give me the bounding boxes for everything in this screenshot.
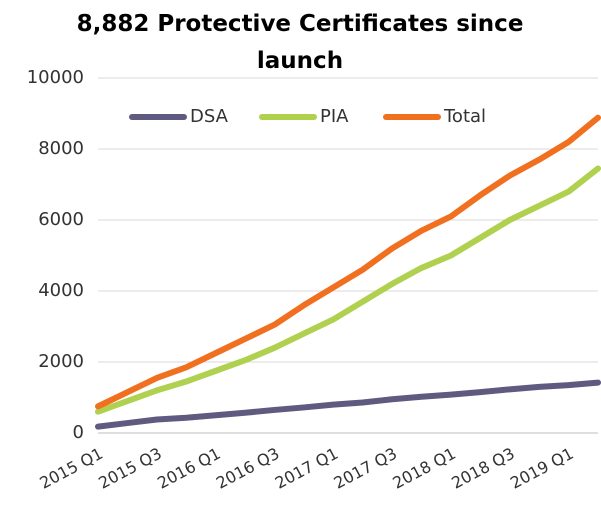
y-tick-label: 0 — [73, 422, 84, 443]
y-tick-label: 8000 — [38, 138, 84, 159]
x-tick-label: 2018 Q3 — [448, 444, 517, 493]
line-series — [95, 379, 601, 430]
y-tick-label: 2000 — [38, 351, 84, 372]
x-tick-label: 2019 Q1 — [507, 444, 576, 493]
chart-title: 8,882 Protective Certificates since laun… — [76, 11, 524, 74]
legend-label: PIA — [320, 106, 349, 127]
x-tick-label: 2018 Q1 — [389, 444, 458, 493]
x-tick-label: 2016 Q3 — [213, 444, 282, 493]
x-tick-label: 2015 Q1 — [37, 444, 106, 493]
line-series — [95, 165, 601, 415]
y-tick-label: 10000 — [27, 67, 84, 88]
legend-label: DSA — [190, 106, 229, 127]
x-tick-label: 2017 Q3 — [331, 444, 400, 493]
x-tick-label: 2016 Q1 — [154, 444, 223, 493]
y-tick-label: 4000 — [38, 280, 84, 301]
legend-label: Total — [443, 106, 486, 127]
line-series — [95, 114, 601, 410]
y-tick-label: 6000 — [38, 209, 84, 230]
x-tick-label: 2015 Q3 — [95, 444, 164, 493]
x-tick-label: 2017 Q1 — [272, 444, 341, 493]
